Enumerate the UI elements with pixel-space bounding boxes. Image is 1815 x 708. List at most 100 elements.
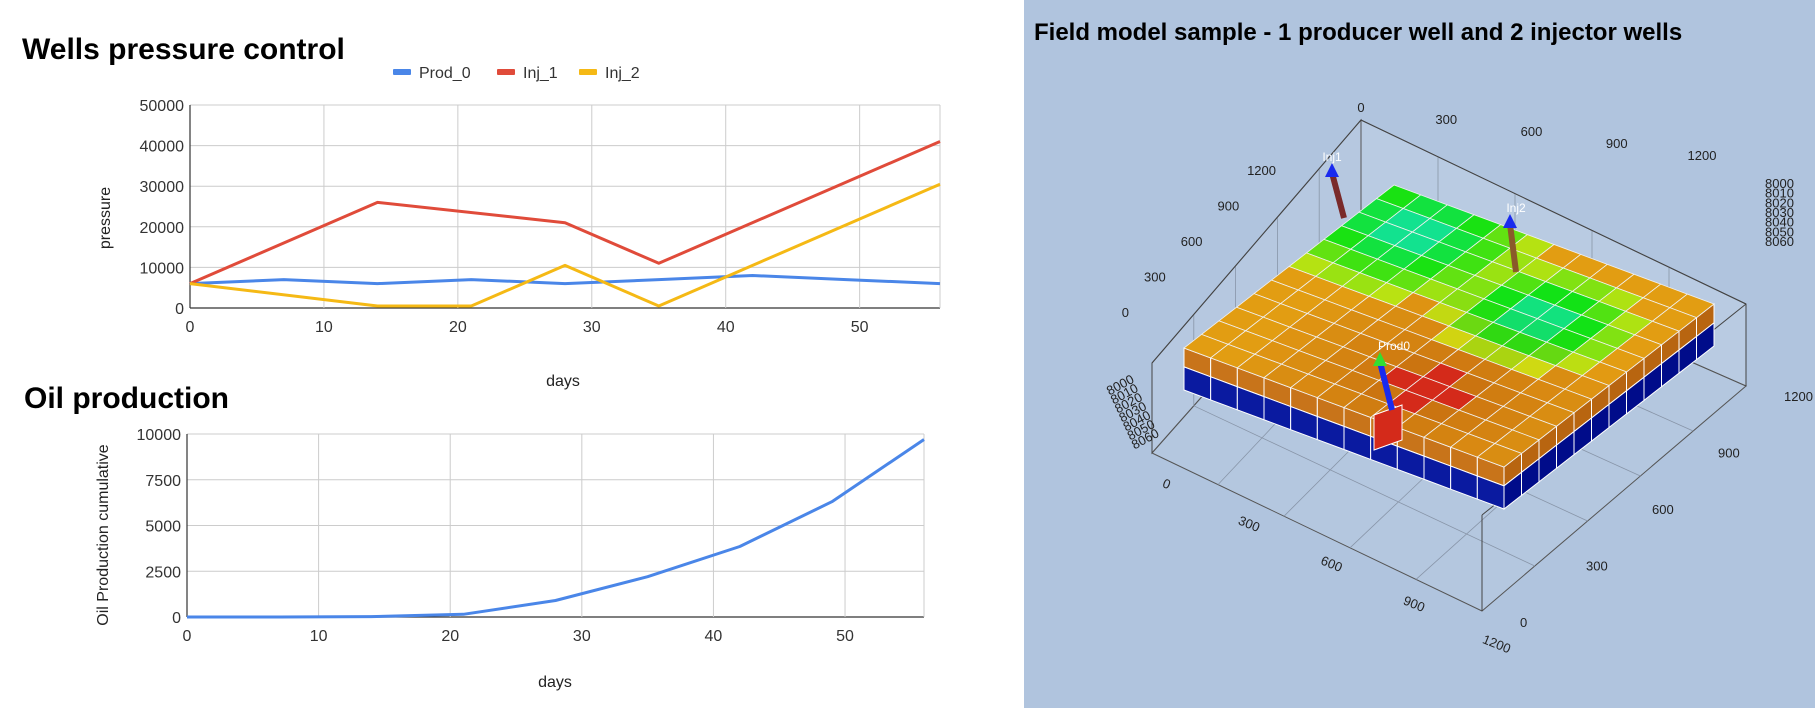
- x-tick-label: 10: [315, 319, 333, 336]
- axis-tick-label: 8010: [1765, 186, 1794, 201]
- oil-production-chart-y-label: Oil Production cumulative: [95, 444, 112, 626]
- series-line-oil-production: [187, 438, 925, 619]
- oil-production-chart-series: [187, 438, 925, 619]
- axis-tick-label: 600: [1319, 553, 1345, 575]
- well-label: Prod0: [1378, 339, 1410, 353]
- y-tick-label: 30000: [140, 179, 185, 196]
- legend-swatch: [393, 69, 411, 75]
- well-prod0[interactable]: Prod0: [1373, 339, 1410, 411]
- axis-tick-label: 300: [1435, 112, 1457, 127]
- x-tick-label: 50: [836, 628, 854, 645]
- axis-tick-label: 300: [1586, 559, 1608, 574]
- pressure-chart-title: Wells pressure control: [22, 33, 345, 66]
- x-tick-label: 30: [573, 628, 591, 645]
- axis-tick-label: 600: [1521, 124, 1543, 139]
- pressure-chart-y-label: pressure: [97, 187, 114, 249]
- axis-tick-label: 1200: [1688, 148, 1717, 163]
- well-inj1[interactable]: Inj1: [1322, 150, 1347, 219]
- legend-label: Inj_2: [605, 65, 640, 82]
- box-edge: [1360, 119, 1747, 305]
- well-label: Inj2: [1506, 201, 1526, 215]
- well-arrow-icon: [1373, 352, 1387, 366]
- axis-tick-label: 900: [1606, 136, 1628, 151]
- oil-production-chart-x-ticks: 0 10 20 30 40 50: [183, 628, 854, 645]
- axis-tick-label: 8050: [1765, 224, 1794, 239]
- y-tick-label: 5000: [145, 519, 181, 536]
- floor-grid-line: [1193, 405, 1535, 567]
- x-tick-label: 10: [310, 628, 328, 645]
- well-arrow-icon: [1325, 163, 1339, 177]
- y-tick-label: 0: [172, 610, 181, 627]
- oil-production-chart-x-label: days: [538, 674, 572, 691]
- legend-label: Prod_0: [419, 65, 471, 82]
- axis-tick-label: 0: [1122, 305, 1129, 320]
- axis-tick-label: 300: [1144, 270, 1166, 285]
- axis-tick-label: 0: [1520, 615, 1527, 630]
- axis-tick-label: 1200: [1784, 389, 1813, 404]
- axis-tick-label: 8020: [1765, 195, 1794, 210]
- x-tick-label: 50: [851, 319, 869, 336]
- y-tick-label: 10000: [140, 260, 185, 277]
- field-model-panel: Field model sample - 1 producer well and…: [1024, 0, 1815, 708]
- legend-swatch: [497, 69, 515, 75]
- axis-tick-label: 900: [1718, 446, 1740, 461]
- charts-area: Wells pressure control Prod_0 Inj_1 Inj_2 …: [22, 33, 941, 691]
- well-inj2[interactable]: Inj2: [1503, 201, 1526, 273]
- side-face-cell: [1696, 321, 1715, 361]
- grid-cell: [1476, 443, 1523, 468]
- y-tick-label: 10000: [137, 427, 182, 444]
- series-line-prod-0: [189, 274, 941, 286]
- oil-production-chart-title: Oil production: [24, 382, 229, 415]
- well-stem: [1507, 223, 1519, 273]
- axis-tick-label: 600: [1652, 502, 1674, 517]
- reservoir-grid: [1183, 184, 1715, 511]
- well-arrow-icon: [1503, 214, 1517, 228]
- y-tick-label: 50000: [140, 98, 185, 115]
- axis-tick-label: 8040: [1765, 215, 1794, 230]
- pressure-chart-y-ticks: 0 10000 20000 30000 40000 50000: [140, 98, 185, 318]
- model-axis-labels: 0 300 600 900 1200 0 300 600 900 1200 0 300 600 900 12…: [1104, 100, 1813, 656]
- pressure-chart-grid: [189, 104, 941, 309]
- oil-production-chart: Oil production 0 2500 5000 7500 10000 0 10 20 3…: [24, 382, 925, 691]
- pressure-chart: Wells pressure control Prod_0 Inj_1 Inj_2 …: [22, 33, 941, 390]
- x-tick-label: 40: [705, 628, 723, 645]
- well-stem: [1377, 361, 1395, 411]
- y-tick-label: 40000: [140, 139, 185, 156]
- well-stem: [1329, 172, 1347, 219]
- series-line-inj-1: [189, 140, 941, 285]
- axis-tick-label: 8030: [1765, 205, 1794, 220]
- pressure-chart-x-label: days: [546, 373, 580, 390]
- x-tick-label: 40: [717, 319, 735, 336]
- y-tick-label: 20000: [140, 220, 185, 237]
- field-model-title: Field model sample - 1 producer well and…: [1034, 19, 1682, 46]
- y-tick-label: 2500: [145, 564, 181, 581]
- pressure-chart-series: [189, 140, 941, 308]
- wells: Inj1 Inj2 Prod0: [1322, 150, 1526, 451]
- x-tick-label: 20: [441, 628, 459, 645]
- x-tick-label: 0: [183, 628, 192, 645]
- y-tick-label: 0: [175, 301, 184, 318]
- series-line-inj-2: [189, 182, 941, 308]
- x-tick-label: 20: [449, 319, 467, 336]
- pressure-chart-legend: Prod_0 Inj_1 Inj_2: [393, 65, 640, 82]
- pressure-chart-x-ticks: 0 10 20 30 40 50: [186, 319, 869, 336]
- axis-tick-label: 900: [1401, 593, 1427, 615]
- axis-tick-label: 0: [1357, 100, 1364, 115]
- legend-swatch: [579, 69, 597, 75]
- axis-tick-label: 300: [1236, 513, 1262, 535]
- x-tick-label: 30: [583, 319, 601, 336]
- axis-tick-label: 8000: [1765, 176, 1794, 191]
- box-edge: [1151, 119, 1362, 364]
- y-tick-label: 7500: [145, 473, 181, 490]
- axis-tick-label: 600: [1181, 234, 1203, 249]
- oil-production-chart-grid: [186, 433, 925, 618]
- legend-label: Inj_1: [523, 65, 558, 82]
- axis-tick-label: 8060: [1765, 234, 1794, 249]
- well-label: Inj1: [1322, 150, 1342, 164]
- field-model-view[interactable]: Field model sample - 1 producer well and…: [1024, 0, 1815, 708]
- axis-tick-label: 1200: [1480, 631, 1512, 656]
- axis-tick-label: 900: [1218, 199, 1240, 214]
- axis-tick-label: 1200: [1247, 163, 1276, 178]
- oil-production-chart-y-ticks: 0 2500 5000 7500 10000: [137, 427, 182, 627]
- x-tick-label: 0: [186, 319, 195, 336]
